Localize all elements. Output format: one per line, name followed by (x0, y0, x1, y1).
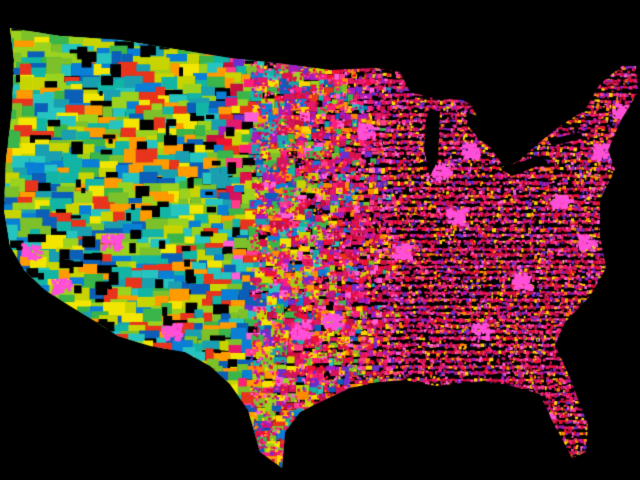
us-region-map (0, 0, 640, 480)
